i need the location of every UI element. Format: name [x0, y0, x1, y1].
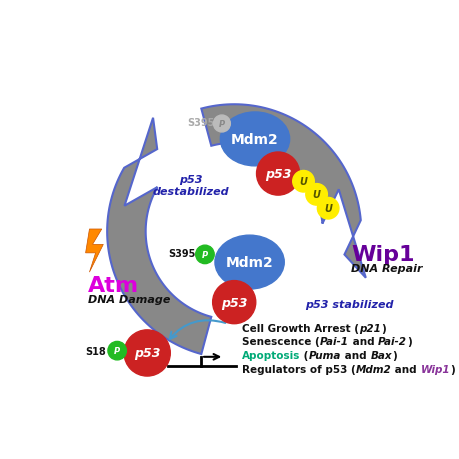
- Circle shape: [212, 281, 255, 324]
- Text: ): ): [449, 364, 454, 375]
- Text: Senescence (: Senescence (: [241, 337, 319, 347]
- Text: Pai-1: Pai-1: [319, 337, 348, 347]
- Text: Bax: Bax: [369, 351, 391, 360]
- Text: (: (: [300, 351, 308, 360]
- Text: P: P: [202, 250, 207, 259]
- Circle shape: [213, 116, 230, 133]
- Circle shape: [305, 184, 327, 206]
- Text: S395: S395: [168, 248, 195, 258]
- Text: DNA Repair: DNA Repair: [351, 263, 422, 274]
- Text: Apoptosis: Apoptosis: [241, 351, 300, 360]
- Polygon shape: [85, 230, 103, 273]
- Text: ): ): [406, 337, 411, 347]
- Text: U: U: [299, 177, 307, 187]
- Text: Cell Growth Arrest (: Cell Growth Arrest (: [241, 323, 358, 333]
- Circle shape: [195, 246, 214, 264]
- Polygon shape: [201, 105, 365, 278]
- Circle shape: [124, 330, 170, 376]
- Text: p53: p53: [134, 347, 160, 360]
- Text: p53
destabilized: p53 destabilized: [152, 174, 229, 197]
- Text: Puma: Puma: [308, 351, 340, 360]
- Text: Atm: Atm: [88, 275, 139, 296]
- Text: Wip1: Wip1: [420, 364, 449, 375]
- Ellipse shape: [214, 235, 284, 290]
- Circle shape: [256, 153, 299, 196]
- Text: U: U: [324, 204, 331, 214]
- Text: p21: p21: [358, 323, 380, 333]
- Circle shape: [108, 341, 126, 360]
- Text: Pai-2: Pai-2: [377, 337, 406, 347]
- Text: and: and: [391, 364, 420, 375]
- Circle shape: [292, 171, 313, 193]
- Text: p53 stabilized: p53 stabilized: [304, 300, 393, 310]
- Text: DNA Damage: DNA Damage: [88, 294, 170, 304]
- Text: Mdm2: Mdm2: [355, 364, 391, 375]
- Text: p53: p53: [264, 168, 291, 181]
- Text: ): ): [391, 351, 396, 360]
- Text: and: and: [348, 337, 377, 347]
- Text: Mdm2: Mdm2: [230, 133, 278, 146]
- Text: p53: p53: [220, 296, 247, 309]
- Polygon shape: [107, 118, 211, 354]
- Text: Regulators of p53 (: Regulators of p53 (: [241, 364, 355, 375]
- Text: Mdm2: Mdm2: [225, 256, 273, 269]
- Text: ): ): [380, 323, 385, 333]
- Ellipse shape: [220, 113, 289, 167]
- Text: and: and: [340, 351, 369, 360]
- Text: S395: S395: [186, 118, 214, 128]
- Text: S18: S18: [85, 346, 106, 356]
- Text: P: P: [114, 347, 120, 355]
- Text: P: P: [218, 120, 224, 129]
- Text: U: U: [312, 190, 320, 200]
- Circle shape: [317, 198, 338, 219]
- Text: Wip1: Wip1: [351, 245, 414, 265]
